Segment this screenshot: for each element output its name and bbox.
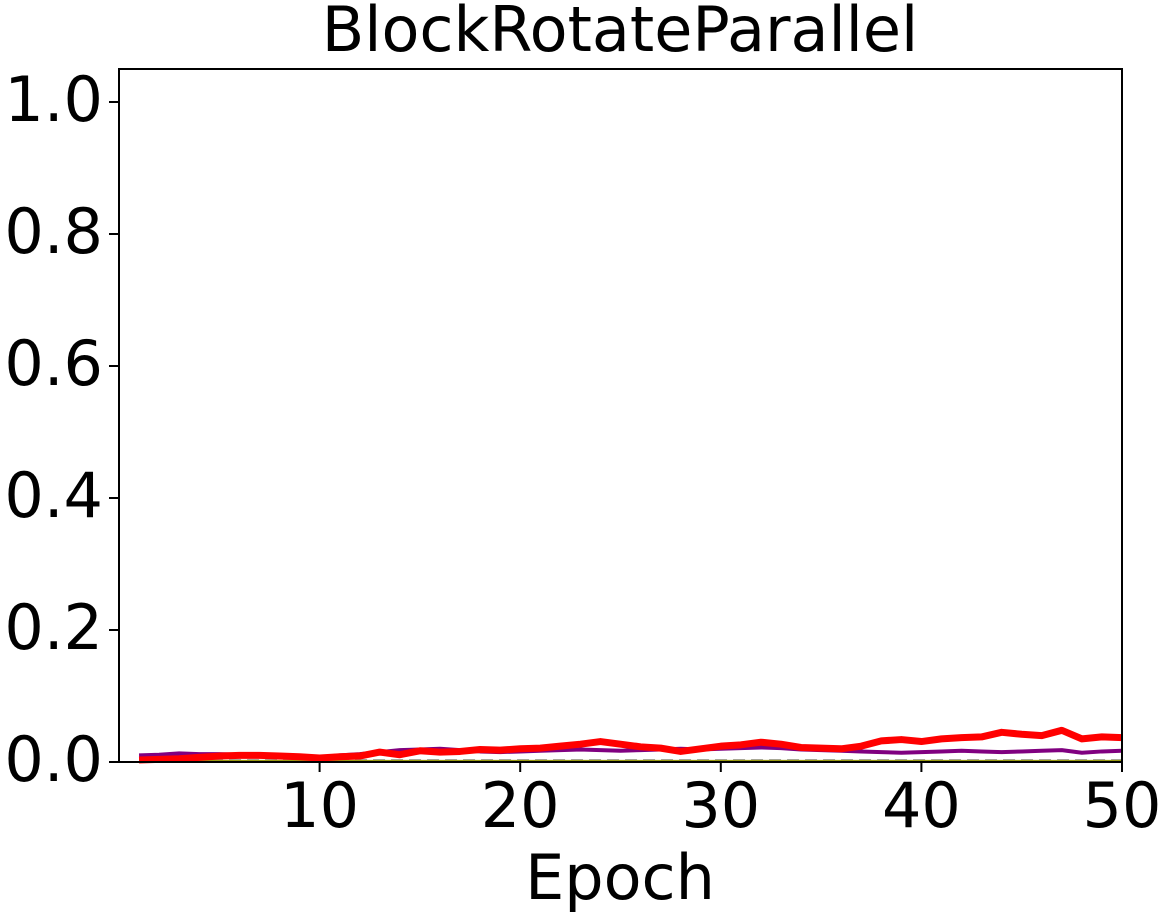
y-tick-label: 0.8 bbox=[4, 195, 103, 268]
x-tick-label: 10 bbox=[280, 769, 359, 842]
x-tick-label: 30 bbox=[681, 769, 760, 842]
y-tick-label: 1.0 bbox=[4, 63, 103, 136]
plot-frame bbox=[118, 68, 1123, 763]
y-tick-label: 0.0 bbox=[4, 723, 103, 796]
x-tick-label: 20 bbox=[481, 769, 560, 842]
series-line bbox=[138, 726, 1123, 764]
y-tick-label: 0.4 bbox=[4, 459, 103, 532]
x-tick-label: 50 bbox=[1083, 769, 1162, 842]
y-tick-label: 0.6 bbox=[4, 327, 103, 400]
y-tick-label: 0.2 bbox=[4, 591, 103, 664]
chart-title: BlockRotateParallel bbox=[322, 0, 919, 66]
x-axis-label: Epoch bbox=[525, 841, 715, 914]
x-tick-label: 40 bbox=[882, 769, 961, 842]
